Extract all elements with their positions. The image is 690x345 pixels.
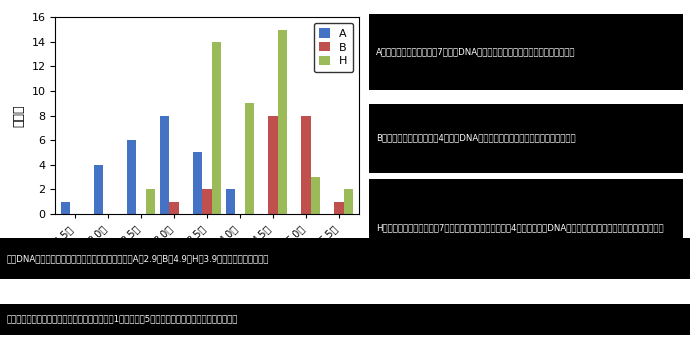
Text: ＊各DNAマーカーのタイプは、発病評点の平均値（A：2.9、B：4.9、H：3.9）で有意に異なった。: ＊各DNAマーカーのタイプは、発病評点の平均値（A：2.9、B：4.9、H：3.… (7, 254, 269, 263)
Bar (310, 177, 320, 214)
Bar (202, 189, 212, 214)
Text: A：「きゅうり中間母本農7号」のDNAマーカーのタイプと同じ個体（抵抗性）。: A：「きゅうり中間母本農7号」のDNAマーカーのタイプと同じ個体（抵抗性）。 (376, 47, 575, 56)
Bar (146, 189, 155, 214)
Bar (160, 116, 169, 214)
Bar (212, 42, 221, 214)
Bar (277, 30, 287, 214)
Bar (344, 189, 353, 214)
Bar (193, 152, 202, 214)
Legend: A, B, H: A, B, H (314, 23, 353, 72)
Bar (335, 201, 344, 214)
Bar (245, 103, 254, 214)
Bar (169, 201, 179, 214)
Bar (226, 189, 235, 214)
Bar (268, 116, 277, 214)
Bar (94, 165, 104, 214)
Bar (61, 201, 70, 214)
Bar (127, 140, 137, 214)
Text: H：「きゅうり中間母本農7号」と「きゅうり中間母本農4号」の両方のDNAマーカーのタイプをもつ個体（ヘテロ）。: H：「きゅうり中間母本農7号」と「きゅうり中間母本農4号」の両方のDNAマーカー… (376, 223, 664, 232)
Text: B：「きゅうり中間母本農4号」のDNAマーカーのタイプと同じ個体（罹病性）。: B：「きゅうり中間母本農4号」のDNAマーカーのタイプと同じ個体（罹病性）。 (376, 134, 575, 142)
Y-axis label: 個体数: 個体数 (13, 104, 26, 127)
Bar (302, 116, 310, 214)
X-axis label: 発病評点: 発病評点 (192, 251, 222, 264)
Text: ＊＊発病評点は、「うどんこ病」の発病程度を1（健全）〜5（激甚）のスケールで評価したもの。: ＊＊発病評点は、「うどんこ病」の発病程度を1（健全）〜5（激甚）のスケールで評価… (7, 315, 238, 324)
